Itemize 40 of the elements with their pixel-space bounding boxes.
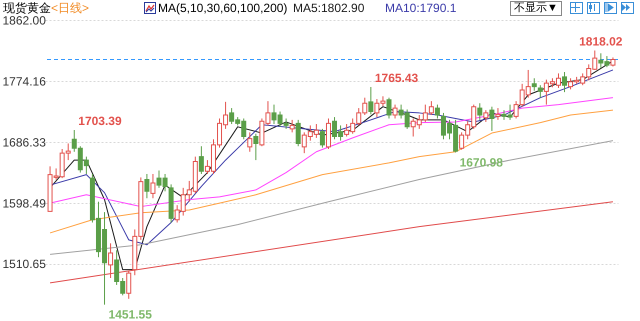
text: MA10:1790.1	[385, 0, 456, 16]
annotation: 1765.43	[374, 70, 419, 85]
candlestick	[150, 173, 156, 199]
line-series	[50, 140, 614, 255]
y-tick-label: 1510.65	[2, 257, 46, 272]
candlestick	[610, 56, 616, 67]
candlestick	[198, 146, 204, 174]
line-series	[50, 110, 614, 234]
candlestick	[483, 110, 488, 122]
candlestick	[434, 104, 440, 119]
candlestick	[253, 133, 258, 161]
annotation: 1703.39	[78, 114, 122, 128]
candlestick	[477, 102, 482, 120]
candlestick	[562, 72, 568, 93]
text: MA(5,10,30,60,100,200)	[158, 0, 288, 16]
annotation: 1818.02	[579, 34, 623, 48]
candlestick	[368, 86, 374, 115]
text: 不显示▼	[510, 1, 562, 16]
annotation: 1670.98	[460, 155, 504, 170]
candlestick	[489, 106, 494, 132]
candlestick	[108, 242, 114, 278]
candlestick	[247, 132, 252, 152]
candlestick	[296, 119, 301, 147]
chart-title: 现货黄金	[3, 0, 51, 16]
y-tick-label: 1598.49	[2, 196, 46, 210]
y-tick-label: 1774.16	[2, 74, 46, 88]
y-tick-label: 1686.33	[2, 135, 46, 150]
chart-subtitle: <日线>	[51, 0, 90, 16]
text: MA5:1802.90	[293, 0, 364, 16]
y-tick-label: 1862.00	[2, 14, 46, 28]
candlestick	[320, 128, 325, 148]
candlestick	[290, 119, 295, 133]
candlestick	[532, 78, 537, 92]
annotation: 1451.55	[108, 308, 152, 321]
candlestick	[326, 118, 331, 150]
candlestick	[538, 84, 543, 98]
candlestick	[144, 173, 150, 199]
candlestick	[495, 108, 500, 120]
candlestick	[386, 97, 392, 119]
candlestick	[392, 104, 398, 119]
